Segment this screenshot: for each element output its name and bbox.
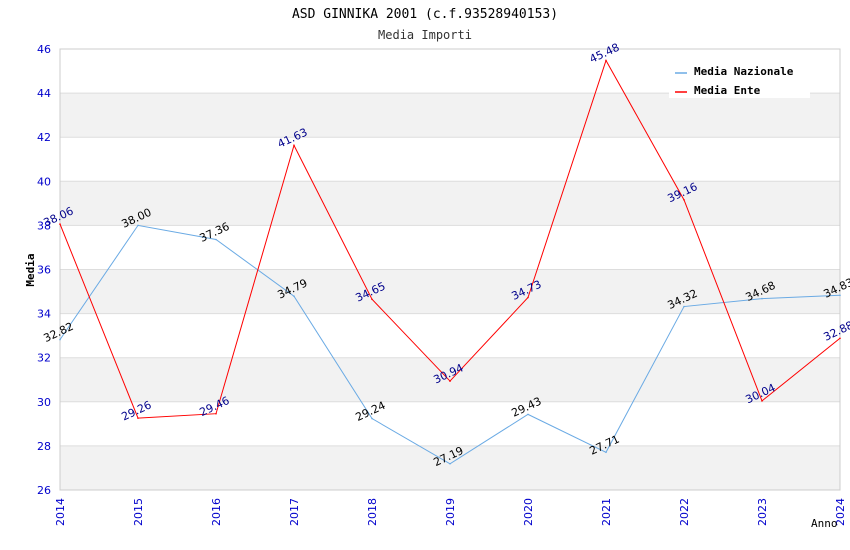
data-point: [371, 298, 373, 301]
data-point: [605, 451, 607, 454]
data-point: [683, 305, 685, 308]
x-tick-label: 2022: [678, 498, 691, 526]
y-tick-label: 46: [37, 43, 51, 56]
y-tick-label: 36: [37, 264, 51, 277]
data-point: [683, 199, 685, 201]
data-point: [761, 400, 763, 402]
legend-label-media-nazionale: Media Nazionale: [694, 65, 794, 78]
y-tick-label: 40: [37, 175, 51, 188]
y-tick-label: 28: [37, 440, 51, 453]
data-point: [839, 294, 841, 297]
series-line-media-nazionale: [59, 224, 841, 465]
data-point: [605, 59, 607, 62]
x-tick-label: 2023: [756, 498, 769, 526]
data-point: [839, 337, 841, 340]
data-point: [449, 380, 451, 382]
plot-band: [60, 269, 840, 314]
data-point: [761, 297, 763, 300]
x-tick-label: 2019: [444, 498, 457, 526]
plot-band: [60, 93, 840, 138]
data-point: [215, 412, 217, 415]
plot-band: [60, 445, 840, 490]
data-point: [59, 338, 61, 341]
data-point: [137, 417, 139, 419]
y-axis-label: Media: [24, 253, 37, 286]
x-tick-label: 2018: [366, 498, 379, 526]
y-tick-label: 42: [37, 131, 51, 144]
y-tick-label: 32: [37, 352, 51, 365]
data-label: 45.48: [587, 41, 621, 66]
plot-area-border: [59, 48, 841, 491]
x-tick-label: 2024: [834, 498, 847, 526]
data-point: [293, 144, 295, 147]
data-label: 32.88: [821, 319, 850, 344]
chart-title: ASD GINNIKA 2001 (c.f.93528940153): [292, 7, 558, 22]
data-label: 32.82: [41, 320, 75, 345]
x-axis-ticks: 2014 2015 2016 2017 2018 2019 2020 2021 2022 2023…: [54, 498, 847, 526]
data-label: 29.24: [353, 399, 387, 424]
x-tick-label: 2021: [600, 498, 613, 526]
plot-band: [60, 357, 840, 402]
x-tick-label: 2020: [522, 498, 535, 526]
x-tick-label: 2015: [132, 498, 145, 526]
y-tick-label: 30: [37, 396, 51, 409]
chart-subtitle: Media Importi: [378, 28, 472, 42]
y-axis-ticks: 26 28 30 32 34 36 38 40 42 44 46: [37, 43, 51, 497]
data-point: [449, 462, 451, 465]
plot-bands: [60, 93, 840, 490]
data-point: [527, 296, 529, 299]
x-tick-label: 2014: [54, 498, 67, 526]
x-axis-label: Anno: [811, 517, 838, 530]
y-tick-label: 44: [37, 87, 51, 100]
data-point: [293, 295, 295, 297]
x-tick-label: 2016: [210, 498, 223, 526]
data-point: [59, 223, 61, 225]
legend-box: [669, 60, 810, 98]
series-lines: [59, 59, 841, 465]
data-point: [215, 238, 217, 241]
y-tick-label: 26: [37, 484, 51, 497]
y-tick-label: 34: [37, 308, 51, 321]
data-point: [371, 417, 373, 420]
data-point: [527, 413, 529, 416]
x-tick-label: 2017: [288, 498, 301, 526]
legend-label-media-ente: Media Ente: [694, 84, 761, 97]
plot-band: [60, 181, 840, 226]
data-point: [137, 224, 139, 227]
y-tick-label: 38: [37, 219, 51, 232]
legend: Media Nazionale Media Ente: [669, 60, 810, 98]
